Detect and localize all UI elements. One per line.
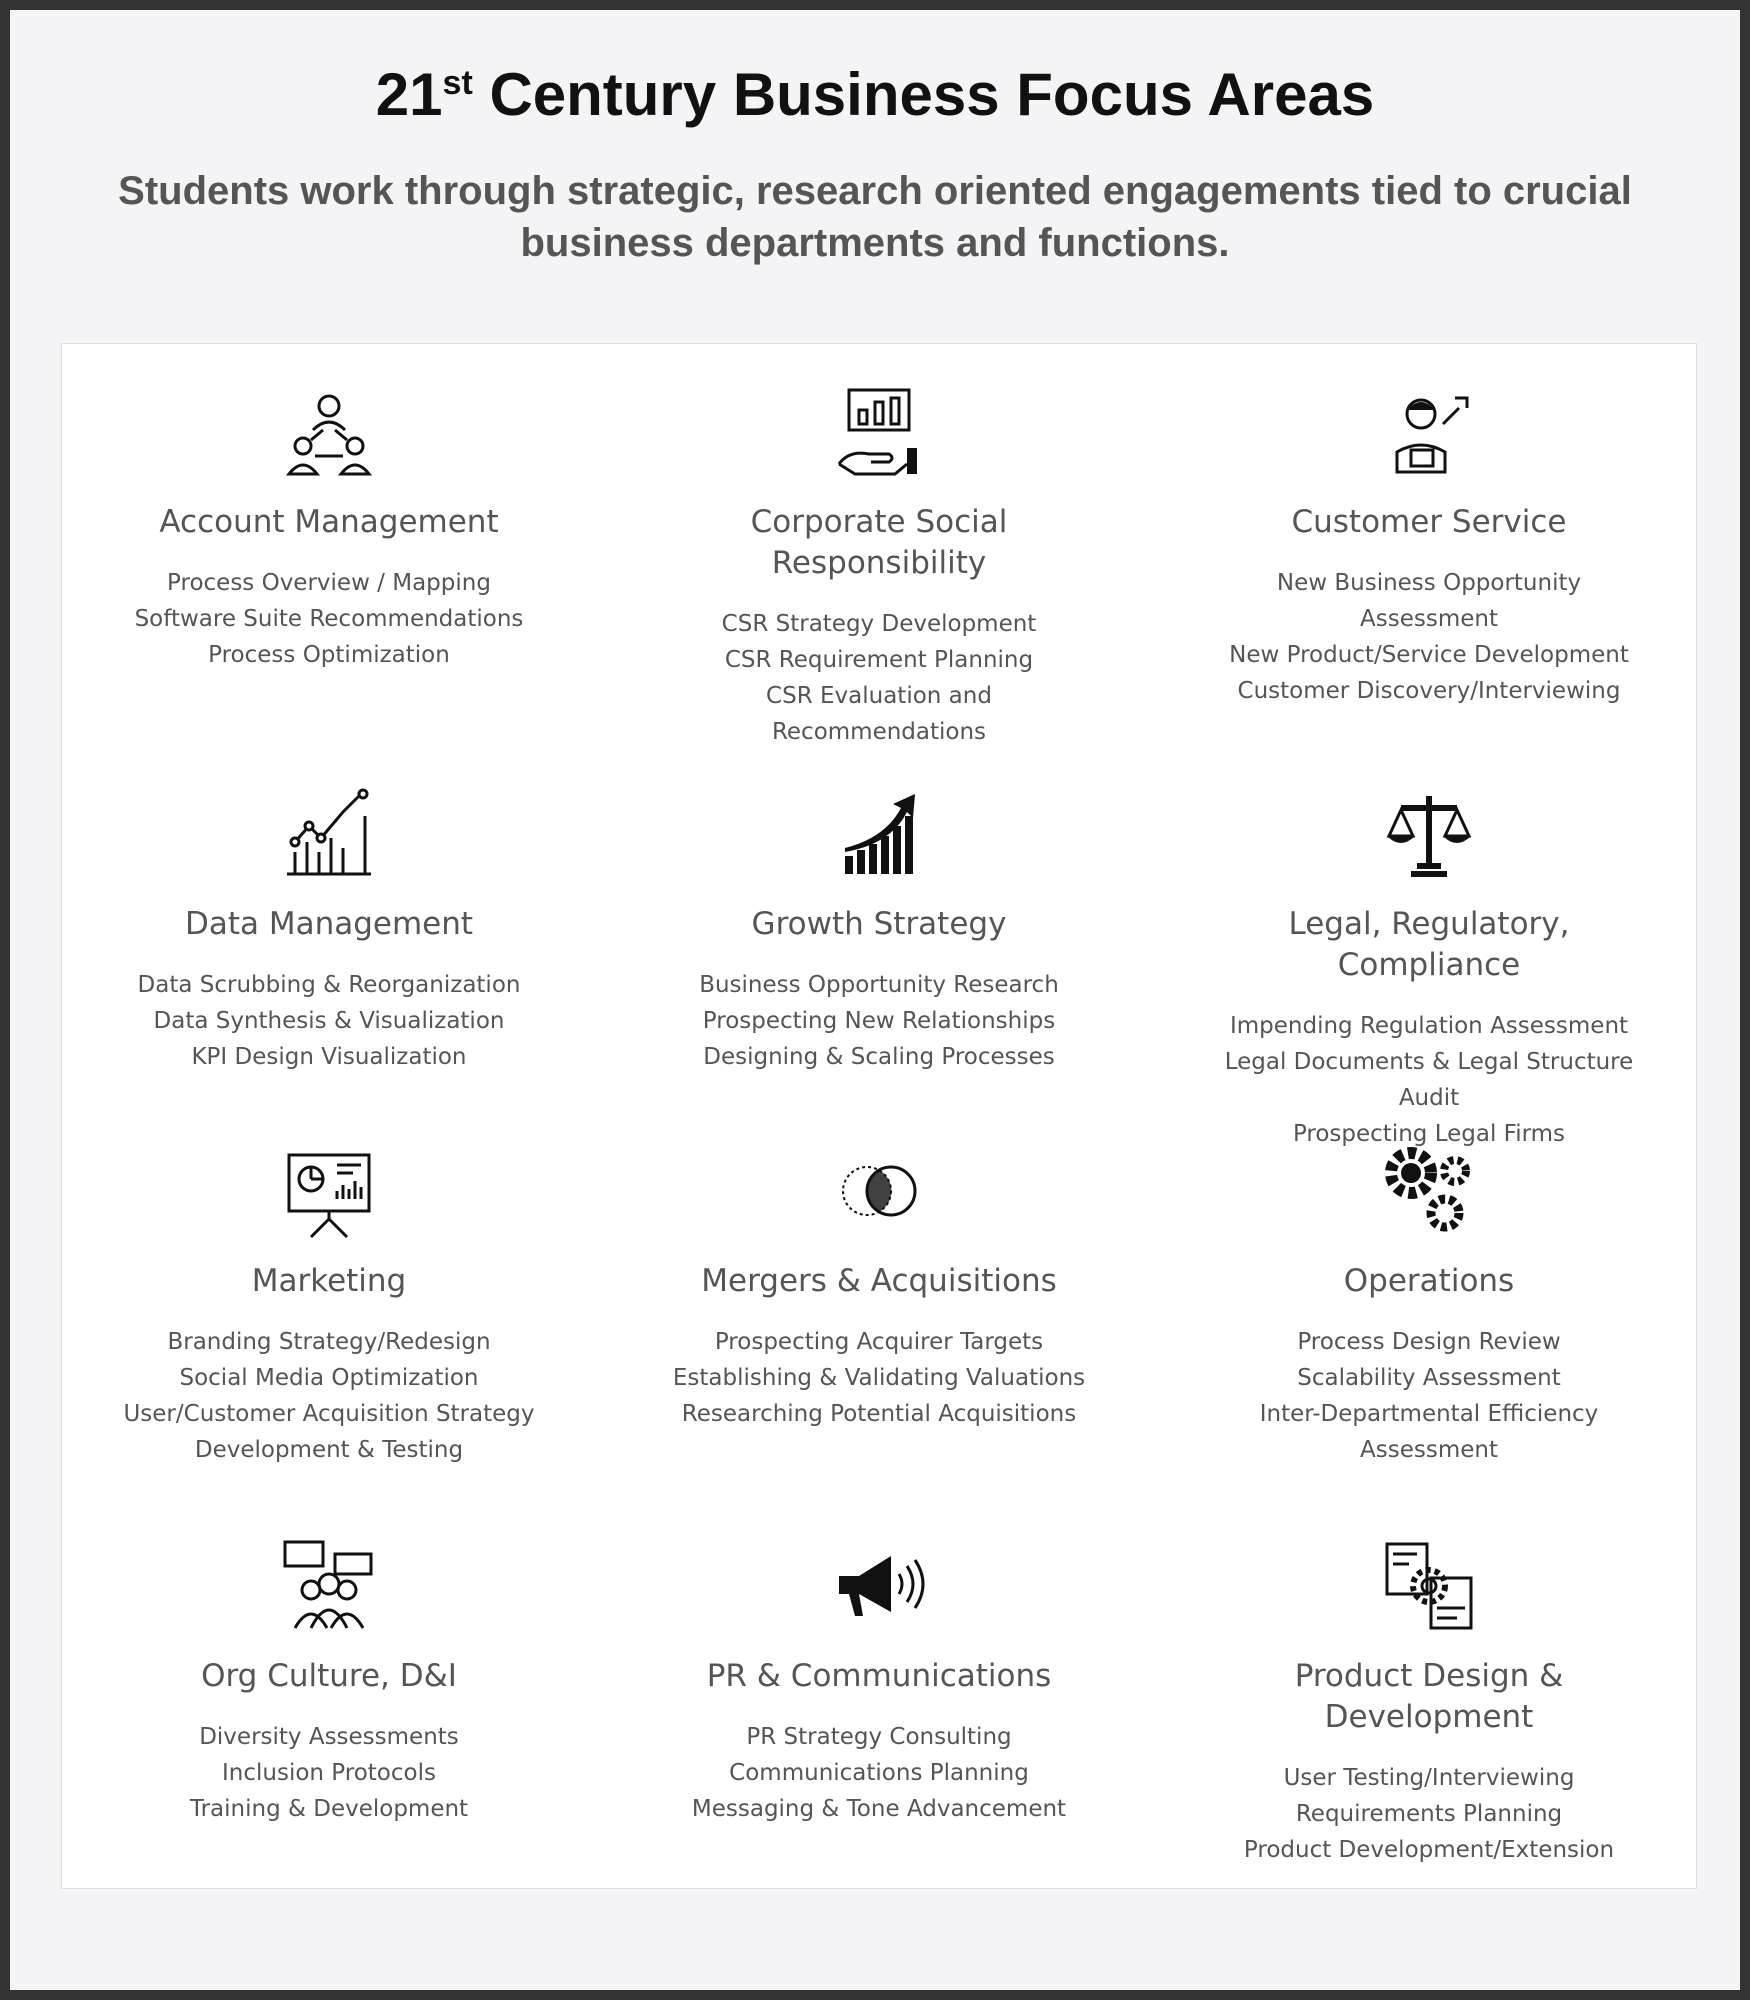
focus-area-title: Data Management <box>184 906 474 942</box>
focus-area-item: Development & Testing <box>194 1437 464 1463</box>
focus-area-item: Process Optimization <box>208 642 450 668</box>
page-title: 21st Century Business Focus Areas <box>375 61 1375 128</box>
focus-area-item: Designing & Scaling Processes <box>703 1044 1055 1070</box>
focus-area-item: Software Suite Recommendations <box>134 606 524 632</box>
page: 21st Century Business Focus Areas Studen… <box>10 10 1740 1990</box>
focus-area-item: Messaging & Tone Advancement <box>691 1796 1067 1822</box>
focus-area-item: Legal Documents & Legal Structure Audit <box>1224 1049 1634 1111</box>
focus-area-item: Customer Discovery/Interviewing <box>1237 678 1621 704</box>
hand-chart-icon <box>831 384 927 480</box>
presentation-board-icon <box>281 1143 377 1239</box>
focus-area-title: Org Culture, D&I <box>201 1658 457 1694</box>
focus-area-item: Product Development/Extension <box>1243 1837 1615 1863</box>
growth-arrow-icon <box>831 786 927 882</box>
focus-area-title: PR & Communications <box>706 1658 1052 1694</box>
focus-area-item: Social Media Optimization <box>179 1365 479 1391</box>
focus-area-org-culture-d-i: Org Culture, D&I Diversity Assessments Inc… <box>54 1538 604 1918</box>
focus-area-item: Inclusion Protocols <box>222 1760 436 1786</box>
focus-area-item: Researching Potential Acquisitions <box>681 1401 1077 1427</box>
focus-area-item: User Testing/Interviewing <box>1283 1765 1575 1791</box>
focus-areas-card: Account Management Process Overview / Map… <box>61 343 1697 1889</box>
people-chat-icon <box>281 1538 377 1634</box>
focus-area-title: Corporate Social Responsibility <box>750 504 1008 581</box>
focus-area-title: Marketing <box>251 1263 407 1299</box>
focus-area-item: CSR Requirement Planning <box>724 647 1034 673</box>
focus-area-item: Data Scrubbing & Reorganization <box>137 972 521 998</box>
focus-area-corporate-social-responsibility: Corporate Social Responsibility CSR Strat… <box>604 384 1154 786</box>
focus-area-data-management: Data Management Data Scrubbing & Reorgani… <box>54 786 604 1143</box>
support-engineer-icon <box>1381 384 1477 480</box>
focus-area-marketing: Marketing Branding Strategy/Redesign Socia… <box>54 1143 604 1538</box>
focus-area-title: Legal, Regulatory, Compliance <box>1288 906 1570 983</box>
focus-area-title: Customer Service <box>1291 504 1567 540</box>
focus-area-title: Mergers & Acquisitions <box>701 1263 1057 1299</box>
focus-area-growth-strategy: Growth Strategy Business Opportunity Rese… <box>604 786 1154 1143</box>
focus-area-mergers-acquisitions: Mergers & Acquisitions Prospecting Acquir… <box>604 1143 1154 1538</box>
focus-area-item: CSR Evaluation and Recommendations <box>766 683 992 745</box>
page-subtitle: Students work through strategic, researc… <box>118 169 1632 265</box>
focus-area-title: Product Design & Development <box>1294 1658 1564 1735</box>
focus-area-item: KPI Design Visualization <box>191 1044 467 1070</box>
focus-area-title: Growth Strategy <box>751 906 1007 942</box>
focus-area-item: User/Customer Acquisition Strategy <box>123 1401 535 1427</box>
focus-area-customer-service: Customer Service New Business Opportunity… <box>1154 384 1704 786</box>
focus-area-item: Impending Regulation Assessment <box>1229 1013 1629 1039</box>
product-gear-icon <box>1381 1538 1477 1634</box>
focus-area-item: Communications Planning <box>729 1760 1029 1786</box>
focus-area-title: Account Management <box>159 504 499 540</box>
focus-area-account-management: Account Management Process Overview / Map… <box>54 384 604 786</box>
focus-area-item: Data Synthesis & Visualization <box>153 1008 505 1034</box>
focus-area-item: New Business Opportunity Assessment <box>1276 570 1582 632</box>
focus-area-item: Process Design Review <box>1297 1329 1561 1355</box>
focus-area-item: New Product/Service Development <box>1229 642 1629 668</box>
focus-area-item: Business Opportunity Research <box>699 972 1059 998</box>
focus-area-item: Process Overview / Mapping <box>167 570 491 596</box>
focus-area-item: Prospecting Acquirer Targets <box>714 1329 1044 1355</box>
focus-area-item: Prospecting New Relationships <box>702 1008 1056 1034</box>
focus-area-item: Inter-Departmental Efficiency Assessment <box>1259 1401 1599 1463</box>
line-chart-icon <box>281 786 377 882</box>
focus-area-item: Scalability Assessment <box>1297 1365 1561 1391</box>
venn-circles-icon <box>831 1143 927 1239</box>
focus-area-title: Operations <box>1343 1263 1515 1299</box>
team-network-icon <box>281 384 377 480</box>
focus-area-pr-communications: PR & Communications PR Strategy Consultin… <box>604 1538 1154 1918</box>
focus-area-item: CSR Strategy Development <box>721 611 1037 637</box>
scales-icon <box>1381 786 1477 882</box>
focus-area-operations: Operations Process Design Review Scalabili… <box>1154 1143 1704 1538</box>
focus-area-item: Diversity Assessments <box>199 1724 459 1750</box>
focus-area-item: Prospecting Legal Firms <box>1292 1121 1566 1147</box>
focus-area-item: Training & Development <box>189 1796 469 1822</box>
focus-area-item: Requirements Planning <box>1295 1801 1563 1827</box>
focus-area-product-design-development: Product Design & Development User Testing… <box>1154 1538 1704 1918</box>
focus-area-item: Branding Strategy/Redesign <box>167 1329 491 1355</box>
focus-area-item: PR Strategy Consulting <box>746 1724 1012 1750</box>
gears-icon <box>1381 1143 1477 1239</box>
megaphone-icon <box>831 1538 927 1634</box>
focus-area-item: Establishing & Validating Valuations <box>672 1365 1086 1391</box>
focus-area-legal-regulatory-compliance: Legal, Regulatory, Compliance Impending R… <box>1154 786 1704 1147</box>
